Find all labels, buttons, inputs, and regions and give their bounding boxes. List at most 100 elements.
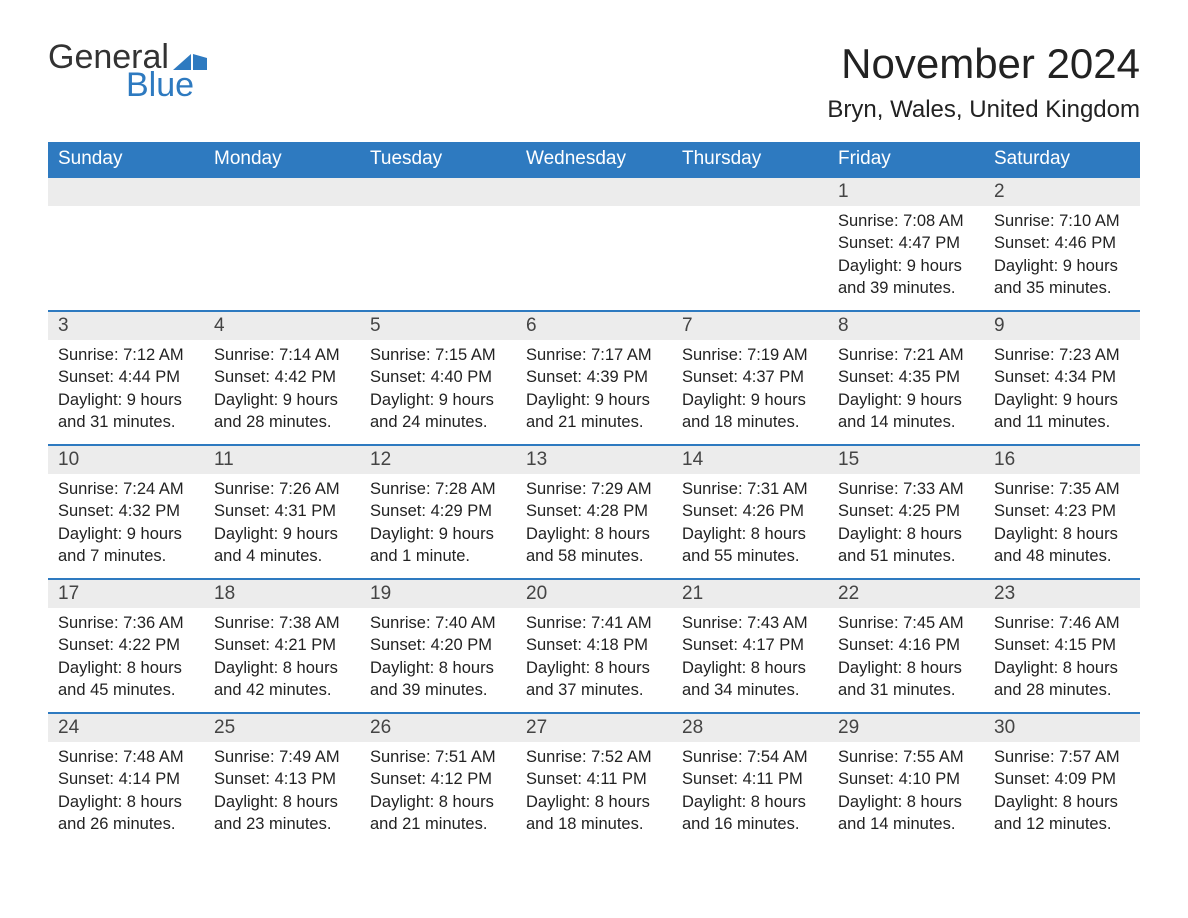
calendar-cell: 6Sunrise: 7:17 AMSunset: 4:39 PMDaylight… [516,310,672,444]
sunrise-value: 7:48 AM [123,748,184,766]
sunset-label: Sunset: [682,502,738,520]
sunset-line: Sunset: 4:22 PM [58,634,194,656]
sunrise-line: Sunrise: 7:26 AM [214,478,350,500]
daylight-line: Daylight: 8 hours and 42 minutes. [214,657,350,702]
sunrise-label: Sunrise: [682,614,743,632]
day-number: 16 [984,444,1140,474]
weekday-header: Monday [204,142,360,176]
sunset-label: Sunset: [370,368,426,386]
daylight-line: Daylight: 8 hours and 55 minutes. [682,523,818,568]
sunrise-value: 7:29 AM [591,480,652,498]
sunset-value: 4:13 PM [275,770,336,788]
calendar-cell: 11Sunrise: 7:26 AMSunset: 4:31 PMDayligh… [204,444,360,578]
daylight-label: Daylight: [370,659,434,677]
daylight-line: Daylight: 8 hours and 34 minutes. [682,657,818,702]
sunset-value: 4:12 PM [431,770,492,788]
sunset-label: Sunset: [682,770,738,788]
sunrise-line: Sunrise: 7:54 AM [682,746,818,768]
sunrise-label: Sunrise: [682,480,743,498]
sunset-line: Sunset: 4:20 PM [370,634,506,656]
sunset-label: Sunset: [58,502,114,520]
day-details: Sunrise: 7:35 AMSunset: 4:23 PMDaylight:… [984,474,1140,577]
weekday-header-row: SundayMondayTuesdayWednesdayThursdayFrid… [48,142,1140,176]
sunset-value: 4:15 PM [1055,636,1116,654]
day-details: Sunrise: 7:23 AMSunset: 4:34 PMDaylight:… [984,340,1140,443]
day-details: Sunrise: 7:51 AMSunset: 4:12 PMDaylight:… [360,742,516,845]
day-number: 15 [828,444,984,474]
weekday-header: Tuesday [360,142,516,176]
daylight-line: Daylight: 8 hours and 12 minutes. [994,791,1130,836]
sunrise-line: Sunrise: 7:10 AM [994,210,1130,232]
sunset-value: 4:26 PM [743,502,804,520]
header: General Blue November 2024 Bryn, Wales, … [48,40,1140,124]
daylight-label: Daylight: [526,391,590,409]
sunrise-line: Sunrise: 7:52 AM [526,746,662,768]
daylight-label: Daylight: [994,257,1058,275]
calendar-cell: 5Sunrise: 7:15 AMSunset: 4:40 PMDaylight… [360,310,516,444]
calendar-cell: 27Sunrise: 7:52 AMSunset: 4:11 PMDayligh… [516,712,672,846]
day-details: Sunrise: 7:15 AMSunset: 4:40 PMDaylight:… [360,340,516,443]
day-details: Sunrise: 7:57 AMSunset: 4:09 PMDaylight:… [984,742,1140,845]
sunrise-label: Sunrise: [682,748,743,766]
sunrise-line: Sunrise: 7:17 AM [526,344,662,366]
sunrise-label: Sunrise: [994,614,1055,632]
sunrise-line: Sunrise: 7:55 AM [838,746,974,768]
calendar-cell: 15Sunrise: 7:33 AMSunset: 4:25 PMDayligh… [828,444,984,578]
sunrise-line: Sunrise: 7:19 AM [682,344,818,366]
sunset-value: 4:47 PM [899,234,960,252]
sunrise-value: 7:36 AM [123,614,184,632]
calendar-cell: 4Sunrise: 7:14 AMSunset: 4:42 PMDaylight… [204,310,360,444]
sunrise-line: Sunrise: 7:46 AM [994,612,1130,634]
sunset-line: Sunset: 4:14 PM [58,768,194,790]
daylight-label: Daylight: [682,525,746,543]
sunrise-line: Sunrise: 7:35 AM [994,478,1130,500]
day-number-bar-empty [48,176,204,206]
sunrise-value: 7:21 AM [903,346,964,364]
calendar-cell: 28Sunrise: 7:54 AMSunset: 4:11 PMDayligh… [672,712,828,846]
sunrise-label: Sunrise: [682,346,743,364]
sunrise-label: Sunrise: [994,748,1055,766]
sunset-value: 4:42 PM [275,368,336,386]
sunrise-label: Sunrise: [994,480,1055,498]
sunrise-value: 7:26 AM [279,480,340,498]
daylight-line: Daylight: 8 hours and 37 minutes. [526,657,662,702]
sunset-value: 4:11 PM [743,770,803,788]
daylight-label: Daylight: [682,391,746,409]
day-number: 29 [828,712,984,742]
daylight-line: Daylight: 9 hours and 7 minutes. [58,523,194,568]
day-details: Sunrise: 7:33 AMSunset: 4:25 PMDaylight:… [828,474,984,577]
sunset-value: 4:14 PM [119,770,180,788]
sunset-line: Sunset: 4:25 PM [838,500,974,522]
sunrise-value: 7:12 AM [123,346,184,364]
sunrise-label: Sunrise: [838,212,899,230]
sunset-label: Sunset: [838,234,894,252]
calendar-cell: 23Sunrise: 7:46 AMSunset: 4:15 PMDayligh… [984,578,1140,712]
sunrise-line: Sunrise: 7:45 AM [838,612,974,634]
sunrise-label: Sunrise: [370,748,431,766]
day-details: Sunrise: 7:21 AMSunset: 4:35 PMDaylight:… [828,340,984,443]
sunset-line: Sunset: 4:12 PM [370,768,506,790]
calendar-cell: 21Sunrise: 7:43 AMSunset: 4:17 PMDayligh… [672,578,828,712]
sunrise-line: Sunrise: 7:28 AM [370,478,506,500]
sunset-value: 4:23 PM [1055,502,1116,520]
daylight-line: Daylight: 8 hours and 18 minutes. [526,791,662,836]
sunset-line: Sunset: 4:09 PM [994,768,1130,790]
brand-word-2: Blue [126,68,207,102]
sunset-label: Sunset: [526,770,582,788]
calendar-cell [516,176,672,310]
sunrise-label: Sunrise: [526,480,587,498]
sunset-value: 4:18 PM [587,636,648,654]
sunset-label: Sunset: [526,502,582,520]
daylight-label: Daylight: [526,793,590,811]
daylight-label: Daylight: [838,793,902,811]
day-number: 7 [672,310,828,340]
daylight-label: Daylight: [370,793,434,811]
sunrise-line: Sunrise: 7:48 AM [58,746,194,768]
calendar-cell: 26Sunrise: 7:51 AMSunset: 4:12 PMDayligh… [360,712,516,846]
sunrise-value: 7:24 AM [123,480,184,498]
calendar-cell: 25Sunrise: 7:49 AMSunset: 4:13 PMDayligh… [204,712,360,846]
sunset-label: Sunset: [58,368,114,386]
sunset-label: Sunset: [994,770,1050,788]
sunrise-label: Sunrise: [58,748,119,766]
sunrise-line: Sunrise: 7:36 AM [58,612,194,634]
